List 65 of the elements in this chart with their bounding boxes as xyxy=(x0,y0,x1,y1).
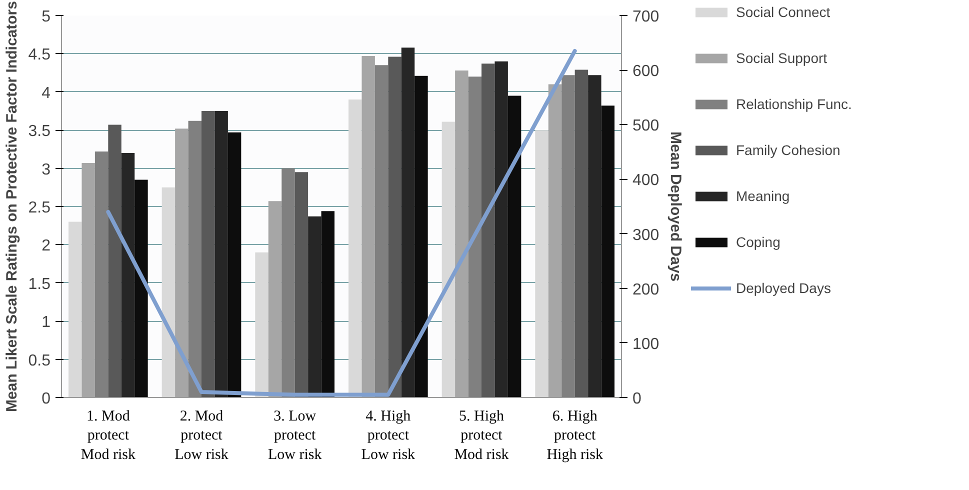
y-tick-label: 4 xyxy=(42,84,51,102)
bar xyxy=(494,61,508,398)
bar xyxy=(121,153,135,398)
legend-label: Meaning xyxy=(736,188,790,204)
bar xyxy=(108,124,122,398)
bar xyxy=(414,76,428,398)
line-series xyxy=(106,48,577,397)
y2-tick-label: 700 xyxy=(632,8,660,26)
bar xyxy=(175,128,188,398)
bar xyxy=(401,48,415,398)
y-tick-label: 5 xyxy=(42,8,51,26)
y-tick-label: 0 xyxy=(42,390,51,408)
bar xyxy=(388,56,402,398)
y-tick-label: 2 xyxy=(42,238,51,255)
bar xyxy=(482,64,495,398)
bar xyxy=(468,76,482,398)
y-tick-label: 4.5 xyxy=(28,46,51,64)
y-tick-label: 1.5 xyxy=(28,276,51,293)
y2-tick-label: 500 xyxy=(632,118,660,135)
legend-label: Relationship Func. xyxy=(736,96,852,112)
legend-label: Coping xyxy=(736,234,780,250)
legend-label: Social Connect xyxy=(736,4,830,20)
y2-tick-label: 400 xyxy=(632,172,660,190)
bar xyxy=(134,180,148,398)
y2-tick-label: 0 xyxy=(632,390,642,408)
bar xyxy=(268,201,282,398)
y-axis-title: Mean Likert Scale Ratings on Protective Factor Indicators xyxy=(3,1,20,412)
bar xyxy=(282,168,295,398)
bar xyxy=(228,132,242,398)
bar xyxy=(562,75,575,398)
bar xyxy=(455,70,468,398)
bar xyxy=(94,151,108,398)
y-tick-label: 1 xyxy=(42,314,51,332)
legend-label: Family Cohesion xyxy=(736,142,840,158)
y-tick-label: 3 xyxy=(42,161,51,178)
x-tick-label: 6. High protect High risk xyxy=(546,408,604,463)
bar xyxy=(202,111,215,398)
y-tick-label: 2.5 xyxy=(28,200,51,216)
bar xyxy=(255,252,268,398)
y2-tick-label: 200 xyxy=(632,281,660,298)
bar xyxy=(601,106,614,398)
y2-axis-title: Mean Deployed Days xyxy=(667,131,684,282)
bar xyxy=(82,162,95,398)
bar xyxy=(574,70,588,398)
bar xyxy=(68,222,82,398)
bar xyxy=(442,122,456,398)
y-tick-label: 0.5 xyxy=(28,352,51,370)
legend-label: Deployed Days xyxy=(736,280,831,296)
x-tick-label: 1. Mod protect Mod risk xyxy=(80,408,136,463)
x-tick-label: 2. Mod protect Low risk xyxy=(174,408,229,463)
x-tick-label: 5. High protect Mod risk xyxy=(454,408,510,463)
bar xyxy=(188,120,202,398)
bar xyxy=(588,75,602,398)
bar xyxy=(548,84,562,398)
y2-tick-label: 100 xyxy=(632,336,660,353)
x-tick-label: 4. High protect Low risk xyxy=(361,408,416,463)
bar xyxy=(535,130,548,398)
legend-label: Social Support xyxy=(736,50,828,66)
bar xyxy=(162,187,176,398)
bar xyxy=(508,96,522,398)
y2-tick-label: 600 xyxy=(632,63,660,80)
y2-tick-label: 300 xyxy=(632,226,660,244)
bar xyxy=(214,111,228,398)
y-tick-label: 3.5 xyxy=(28,123,51,140)
x-tick-label: 3. Low protect Low risk xyxy=(268,408,322,463)
